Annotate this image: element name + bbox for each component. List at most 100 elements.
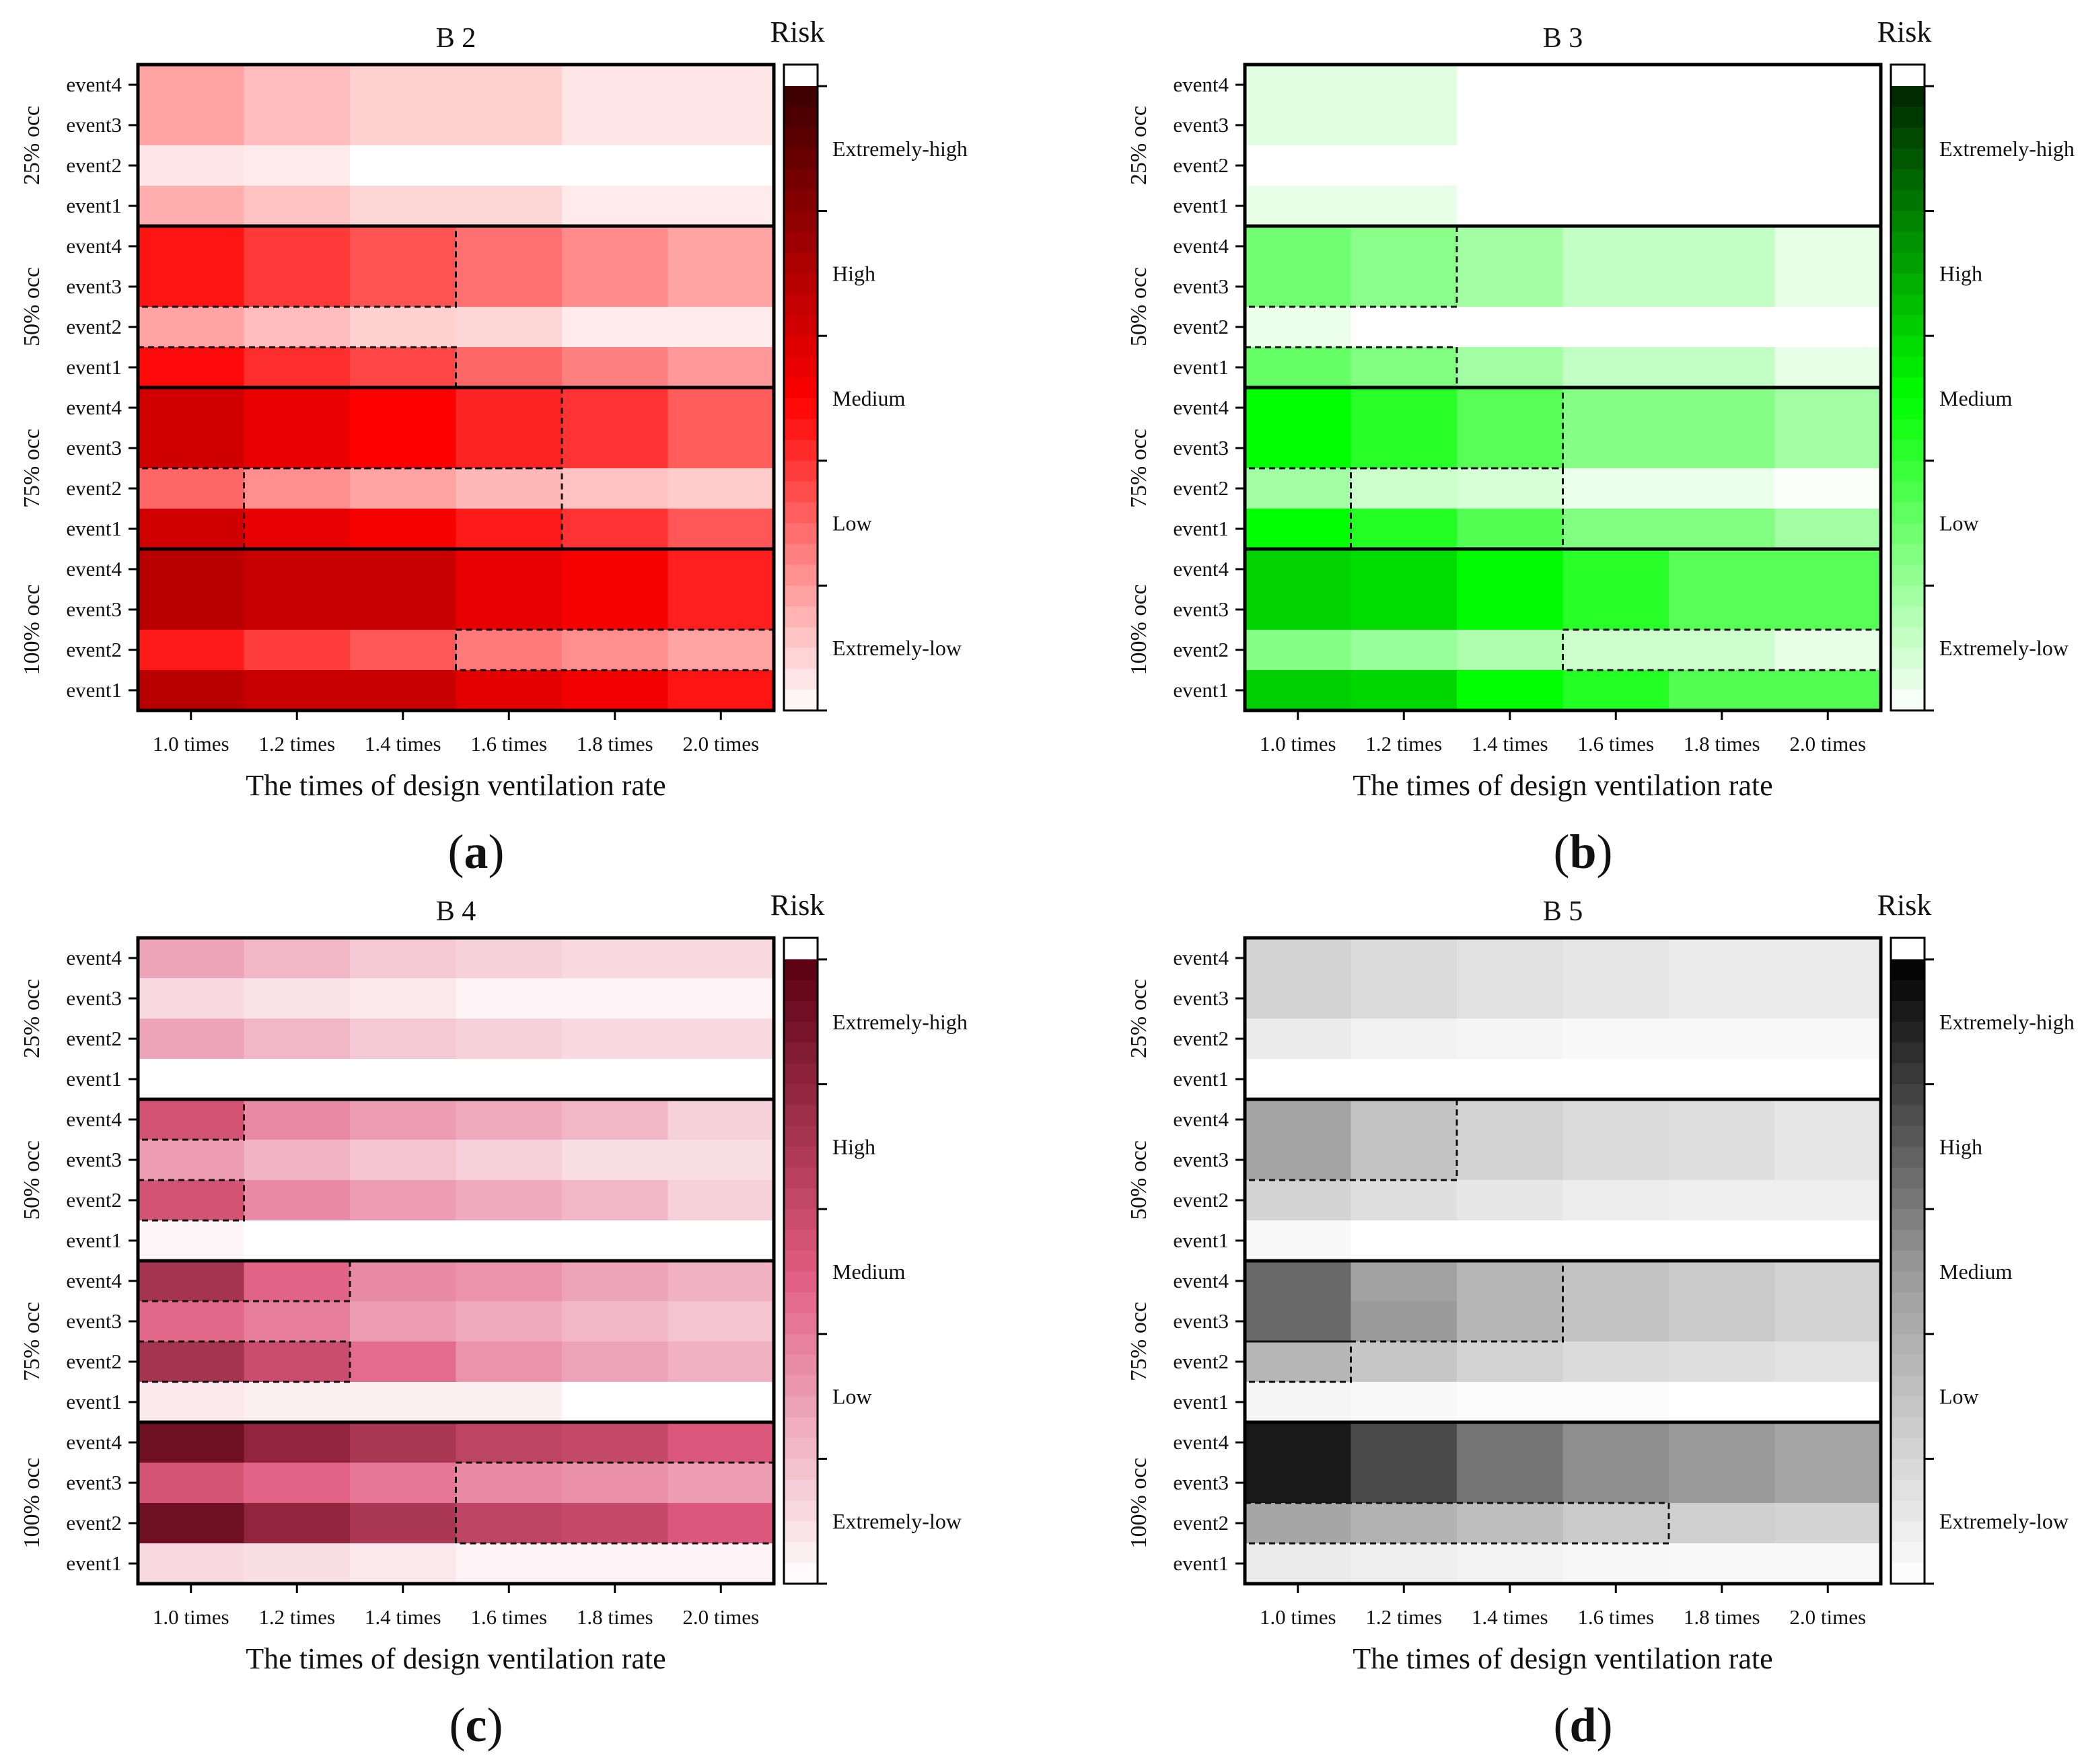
y-tick-label: event2 [66,153,122,177]
heatmap-cell [138,1301,245,1342]
heatmap-cell [668,509,775,550]
heatmap-cell [668,1059,775,1100]
heatmap-cell [1245,589,1352,630]
heatmap-cell [562,509,669,550]
heatmap-cell [1562,1463,1669,1504]
heatmap-cell [138,1261,245,1302]
heatmap-cell [350,347,457,388]
heatmap-cell [1669,266,1776,307]
heatmap-cell [1774,1099,1881,1140]
y-tick-label: event3 [66,274,122,298]
heatmap-cell [1351,1301,1458,1342]
y-tick-label: event4 [66,1430,122,1454]
colorbar-step [784,1375,818,1397]
colorbar-step [784,418,818,441]
heatmap-cell [350,307,457,348]
heatmap-cell [1351,1503,1458,1544]
heatmap-cell [668,468,775,509]
heatmap-cell [350,509,457,550]
heatmap-cell [244,186,351,227]
heatmap-cell [456,65,563,106]
colorbar-step [784,648,818,669]
panel-label-paren-open: ( [450,1698,466,1752]
colorbar-step [1891,606,1925,628]
y-tick-label: event2 [66,476,122,500]
colorbar-step [1891,1230,1925,1251]
heatmap-cell [1774,670,1881,711]
heatmap-cell [1245,509,1352,550]
heatmap-cell [1562,145,1669,186]
heatmap-cell [668,1342,775,1383]
heatmap-cell [668,1220,775,1261]
heatmap-cell [562,347,669,388]
colorbar-step [1891,959,1925,981]
group-label: 100% occ [20,584,44,675]
colorbar-step [1891,1188,1925,1210]
colorbar-step [784,1333,818,1356]
heatmap-cell [1669,1059,1776,1100]
heatmap-cell [1457,1019,1564,1060]
heatmap-cell [138,1422,245,1463]
heatmap-cell [562,226,669,267]
heatmap-cell [1457,186,1564,227]
panel-label-paren-open: ( [1553,825,1569,879]
panel-label-letter: a [464,825,489,879]
heatmap-cell [138,145,245,186]
heatmap-cell [244,1503,351,1544]
heatmap-cell [1245,65,1352,106]
heatmap-cell [1351,468,1458,509]
heatmap-cell [1562,630,1669,671]
heatmap-cell [1774,347,1881,388]
colorbar-step [784,690,818,711]
panel-b: B 3 event4 event3 event2 event1 event4 event3 e… [1126,15,2075,879]
x-tick-label: 1.8 times [577,1605,653,1629]
colorbar-step [784,1500,818,1522]
heatmap-cell [138,670,245,711]
y-tick-label: event2 [66,1188,122,1212]
heatmap-cell [1669,388,1776,429]
heatmap-cell [1669,978,1776,1019]
heatmap-cell [350,1099,457,1140]
colorbar-step [1891,564,1925,586]
colorbar-step [784,211,818,233]
colorbar-step [1891,627,1925,649]
x-tick-label: 1.0 times [153,1605,229,1629]
heatmap-cell [350,1140,457,1181]
heatmap-cell [244,1463,351,1504]
y-tick-label: event1 [66,678,122,702]
heatmap-cell [1245,1099,1352,1140]
colorbar-level-label: Extremely-low [832,636,962,660]
y-tick-label: event2 [66,315,122,338]
heatmap-cell [350,388,457,429]
heatmap-cell [562,1019,669,1060]
colorbar-step [1891,1521,1925,1543]
colorbar-step [1891,418,1925,441]
heatmap-cell [138,630,245,671]
heatmap-cell [456,347,563,388]
heatmap-cell [1245,226,1352,267]
heatmap-cell [562,549,669,590]
chart-title: B 2 [436,23,476,54]
heatmap-cell [1669,347,1776,388]
heatmap-cell [138,468,245,509]
colorbar-level-label: High [1939,261,1982,285]
heatmap-frame [136,936,776,1586]
heatmap-cell [456,1422,563,1463]
heatmap-cell [1669,1422,1776,1463]
heatmap-cell [138,266,245,307]
heatmap-cell [1562,1301,1669,1342]
heatmap-cell [1351,65,1458,106]
heatmap-cell [562,938,669,979]
heatmap-cell [1457,347,1564,388]
group-label: 75% occ [20,1302,44,1381]
group-label: 75% occ [1126,1302,1151,1381]
heatmap-cell [456,938,563,979]
heatmap-cell [1774,1463,1881,1504]
heatmap-cell [138,1503,245,1544]
heatmap-cell [456,978,563,1019]
heatmap-cell [244,1261,351,1302]
y-tick-label: event3 [1173,436,1229,460]
heatmap-cell [562,1099,669,1140]
panel-label-paren-close: ) [1597,1698,1613,1752]
heatmap-cell [456,428,563,469]
